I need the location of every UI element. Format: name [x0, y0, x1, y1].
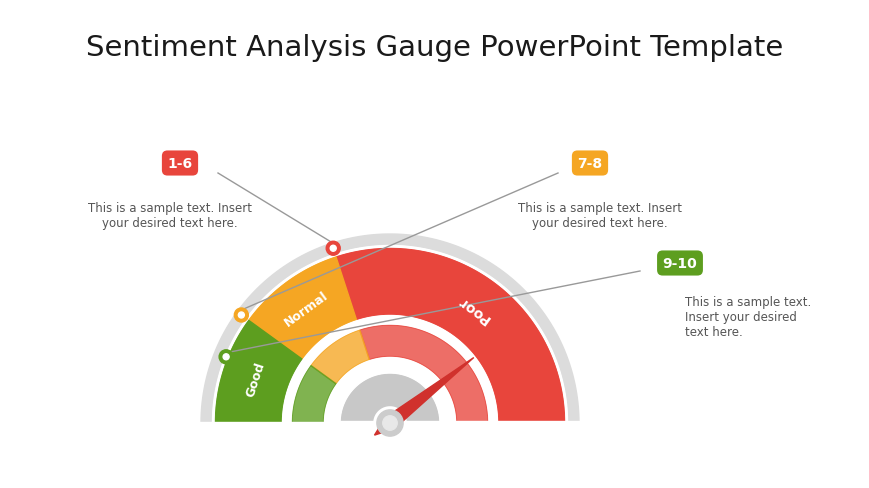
Circle shape: [376, 410, 402, 436]
Polygon shape: [335, 248, 564, 423]
Polygon shape: [374, 358, 474, 435]
Text: This is a sample text. Insert
your desired text here.: This is a sample text. Insert your desir…: [517, 202, 681, 229]
Text: Poor: Poor: [454, 292, 492, 325]
Circle shape: [382, 416, 397, 430]
Polygon shape: [359, 325, 488, 423]
Text: 9-10: 9-10: [662, 257, 697, 270]
Text: 1-6: 1-6: [167, 157, 192, 171]
Polygon shape: [310, 330, 369, 384]
Text: 7-8: 7-8: [577, 157, 602, 171]
Polygon shape: [215, 321, 302, 423]
Circle shape: [326, 242, 340, 256]
Text: Normal: Normal: [282, 288, 330, 329]
Circle shape: [238, 312, 244, 318]
Polygon shape: [212, 246, 567, 423]
Text: Sentiment Analysis Gauge PowerPoint Template: Sentiment Analysis Gauge PowerPoint Temp…: [86, 34, 783, 62]
Polygon shape: [292, 366, 335, 423]
Circle shape: [330, 246, 335, 252]
Text: This is a sample text. Insert
your desired text here.: This is a sample text. Insert your desir…: [88, 202, 252, 229]
Polygon shape: [282, 316, 497, 423]
Polygon shape: [185, 422, 594, 488]
Circle shape: [234, 308, 248, 323]
Polygon shape: [201, 235, 579, 423]
Circle shape: [222, 354, 229, 360]
Text: Good: Good: [243, 360, 267, 399]
Circle shape: [219, 350, 233, 364]
Polygon shape: [340, 421, 634, 483]
Polygon shape: [324, 358, 455, 423]
Polygon shape: [341, 374, 439, 423]
Polygon shape: [249, 257, 356, 360]
Text: This is a sample text.
Insert your desired
text here.: This is a sample text. Insert your desir…: [684, 295, 810, 338]
